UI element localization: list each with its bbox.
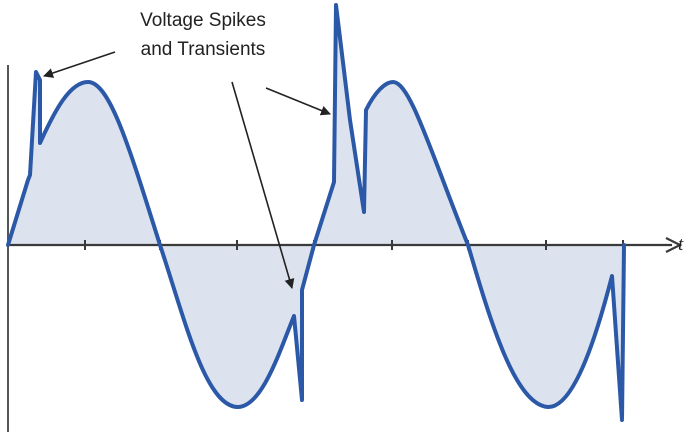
leader-arrow-negative-transient	[231, 81, 295, 289]
spikes-annotation: Voltage Spikes and Transients	[108, 6, 298, 64]
leader-arrow-first-spike	[43, 51, 116, 78]
waveform-fill	[8, 5, 624, 420]
leader-arrow-large-spike	[265, 87, 331, 116]
waveform-line	[6, 3, 626, 422]
annotation-line-1: Voltage Spikes	[140, 10, 266, 31]
x-axis-arrowhead	[665, 237, 683, 253]
x-axis-label: t	[678, 234, 684, 255]
annotation-line-2: and Transients	[140, 39, 266, 60]
